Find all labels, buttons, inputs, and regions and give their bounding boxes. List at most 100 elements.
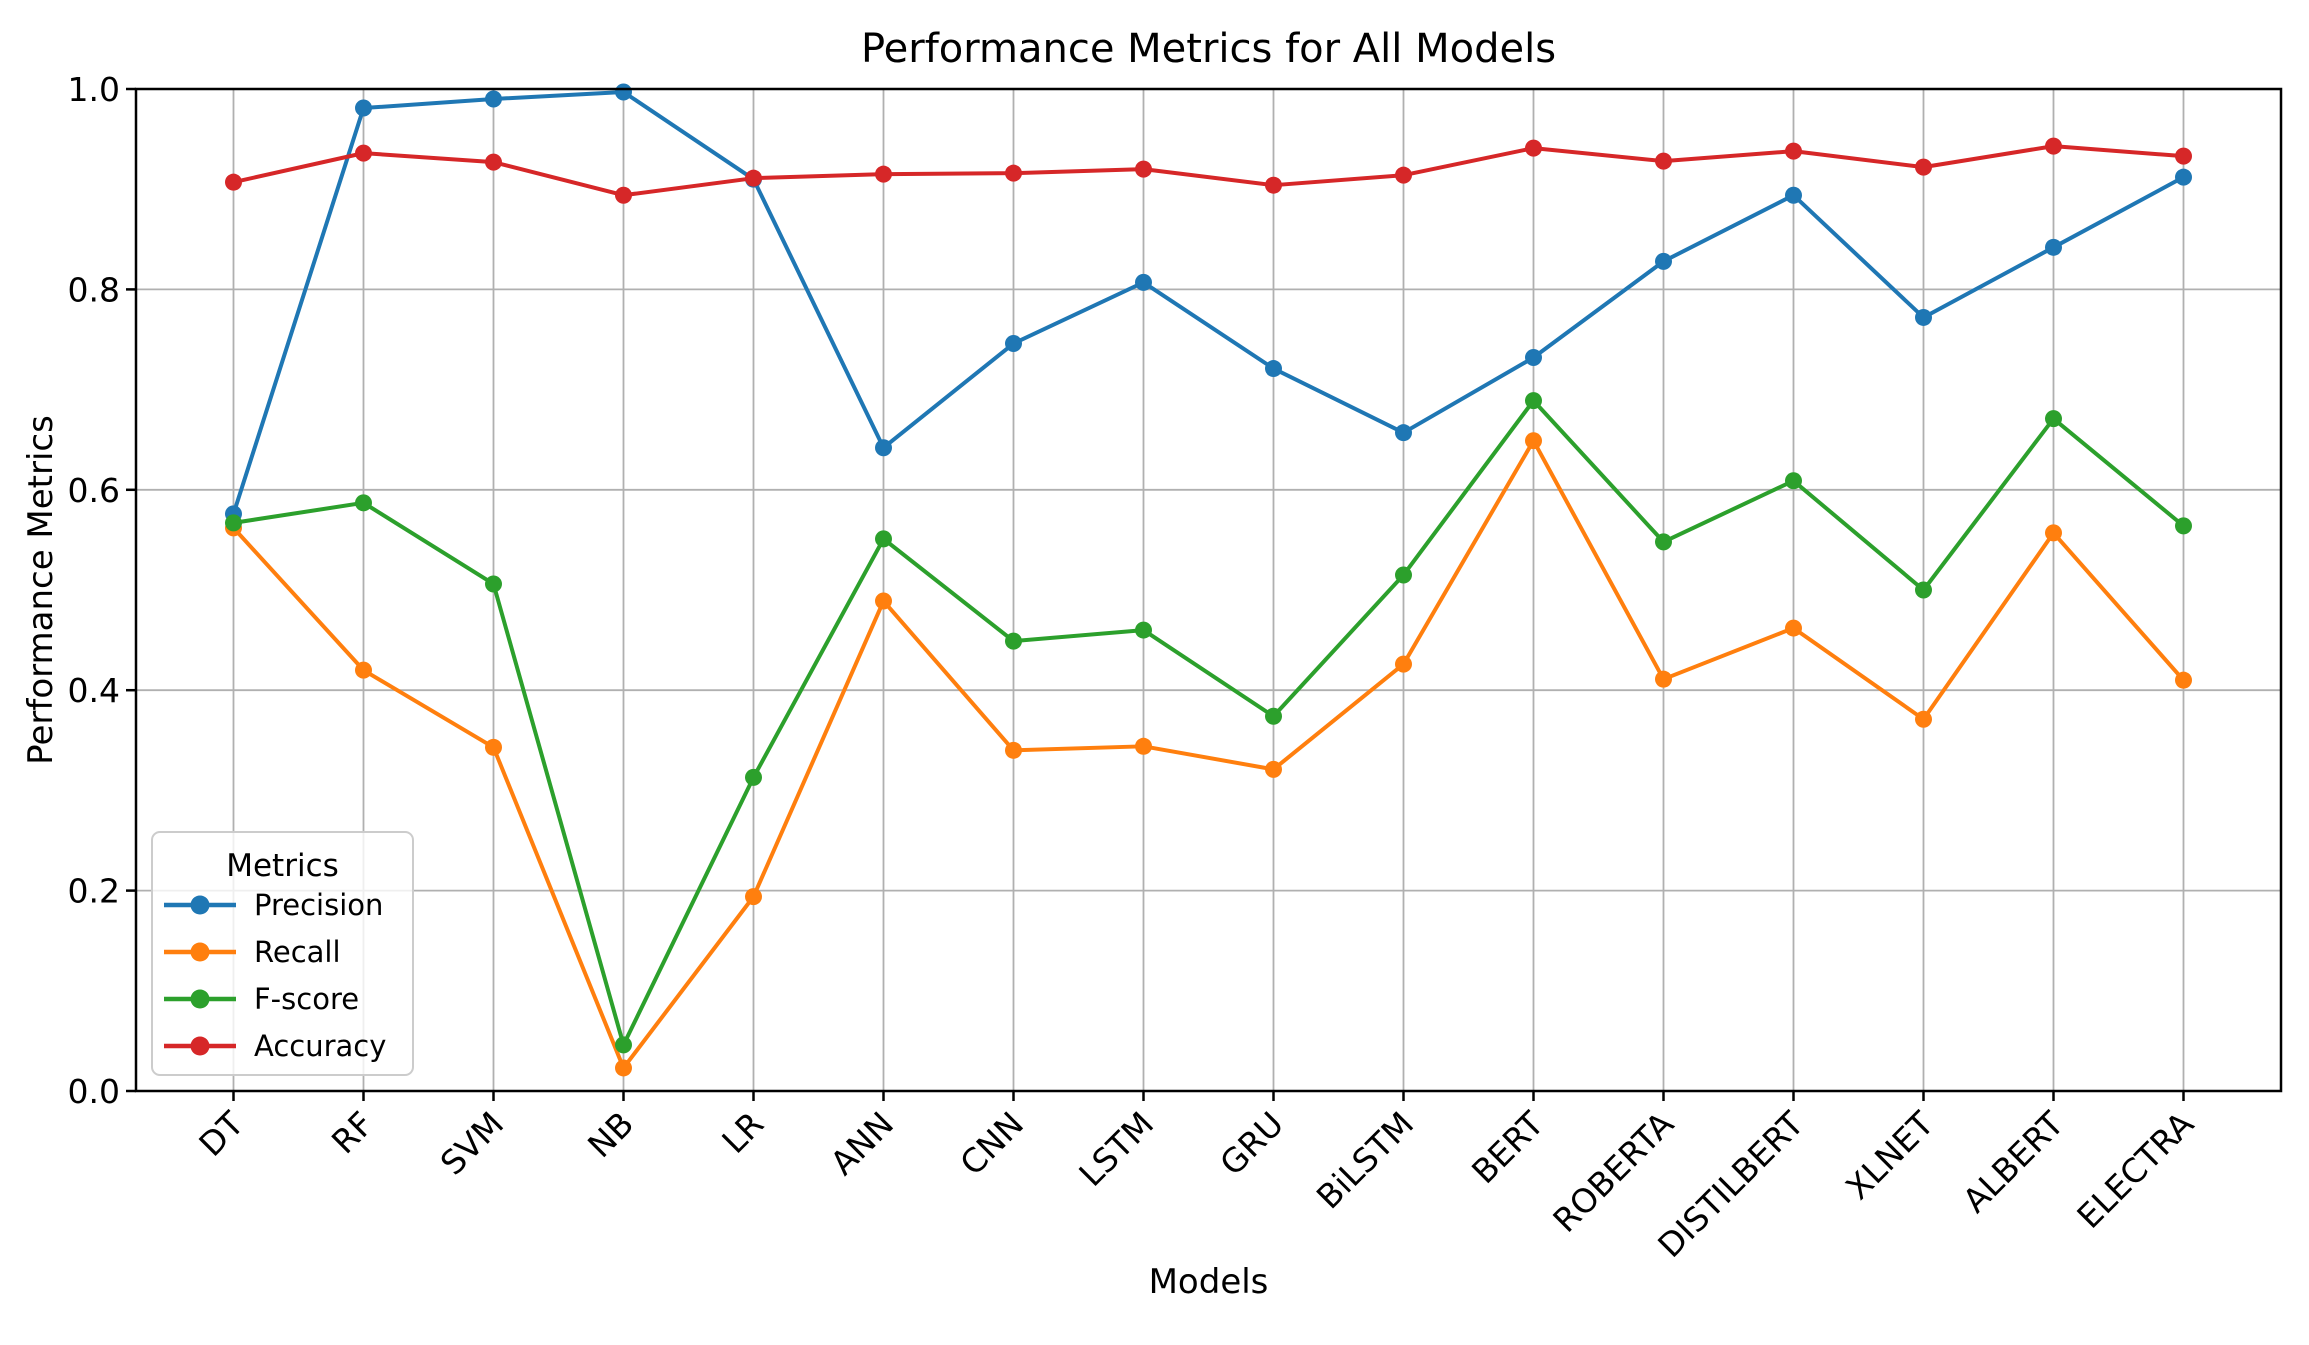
series-precision-point — [2175, 168, 2192, 186]
y-tick-label: 0.6 — [68, 471, 120, 510]
x-tick-label: BERT — [1464, 1103, 1552, 1191]
x-tick-label: BiLSTM — [1309, 1104, 1421, 1216]
series-accuracy-point — [355, 144, 372, 162]
series-accuracy-point — [2175, 147, 2192, 165]
series-precision-point — [1655, 252, 1672, 270]
series-recall-point — [2175, 671, 2192, 689]
series-recall-point — [1005, 741, 1022, 759]
legend-box — [151, 831, 414, 1076]
series-accuracy-point — [1265, 176, 1282, 194]
x-tick-label: GRU — [1212, 1104, 1291, 1183]
series-recall-point — [1395, 655, 1412, 673]
series-recall-point — [745, 888, 762, 906]
series-accuracy-point — [875, 165, 892, 183]
series-precision-point — [2045, 238, 2062, 256]
x-tick-label: LR — [714, 1104, 771, 1161]
legend: Precision Recall F-score Accuracy — [151, 831, 414, 1076]
series-f-score-line — [233, 398, 2185, 1047]
series-recall-line — [232, 438, 2185, 1070]
series-accuracy-point — [1785, 142, 1802, 160]
series-precision-point — [615, 83, 632, 101]
series-f-score-point — [225, 514, 242, 532]
series-recall-point — [875, 592, 892, 610]
x-tick-label: DT — [191, 1103, 251, 1163]
series-f-score-point — [2045, 410, 2062, 428]
grid-layer — [136, 88, 2281, 1092]
x-tick-label: LSTM — [1071, 1104, 1161, 1194]
x-tick-label: SVM — [433, 1104, 511, 1182]
series-accuracy-point — [1135, 160, 1152, 178]
series-f-score-point — [1525, 392, 1542, 410]
x-axis-label: Models — [1149, 1262, 1269, 1302]
series-recall-point — [1525, 432, 1542, 450]
legend-swatch-marker-f-score — [190, 989, 210, 1009]
y-tick-label: 0.0 — [68, 1072, 120, 1111]
series-recall-point — [1135, 737, 1152, 755]
series-recall-point — [1785, 619, 1802, 637]
tick-layer: DT RF SVM NB LR ANN CNN LSTM GRU BiLSTM BERTROBERT… — [68, 70, 2202, 1265]
series-precision-point — [875, 439, 892, 457]
series-recall-point — [485, 738, 502, 756]
series-f-score-point — [1915, 581, 1932, 599]
series-accuracy-point — [615, 186, 632, 204]
series-precision-line — [231, 90, 2185, 515]
legend-swatch-marker-recall — [190, 942, 210, 962]
series-precision-point — [1915, 308, 1932, 326]
legend-label-precision: Precision — [254, 888, 383, 922]
series-layer — [225, 83, 2192, 1077]
series-accuracy-point — [1655, 152, 1672, 170]
series-f-score-point — [745, 768, 762, 786]
series-accuracy-point — [485, 153, 502, 171]
y-tick-label: 0.4 — [68, 671, 120, 710]
series-f-score-point — [2175, 517, 2192, 535]
x-tick-label: XLNET — [1838, 1103, 1942, 1207]
series-f-score-point — [1135, 621, 1152, 639]
series-recall-point — [2045, 524, 2062, 542]
x-tick-label: ROBERTA — [1545, 1104, 1681, 1240]
series-accuracy-point — [1395, 166, 1412, 184]
series-accuracy-point — [1915, 158, 1932, 176]
legend-swatch-marker-precision — [190, 895, 210, 915]
series-f-score-point — [485, 575, 502, 593]
legend-label-recall: Recall — [254, 935, 341, 969]
x-tick-label: CNN — [952, 1104, 1031, 1183]
legend-label-accuracy: Accuracy — [254, 1029, 386, 1063]
x-tick-label: ALBERT — [1955, 1103, 2072, 1220]
series-recall-point — [615, 1059, 632, 1077]
x-tick-label: ANN — [823, 1104, 901, 1182]
series-recall-point — [355, 661, 372, 679]
series-f-score-point — [615, 1036, 632, 1054]
x-tick-label: NB — [580, 1104, 641, 1165]
y-tick-label: 0.8 — [68, 270, 120, 309]
legend-label-f-score: F-score — [254, 982, 359, 1016]
series-recall-point — [1265, 760, 1282, 778]
x-tick-label: ELECTRA — [2069, 1104, 2201, 1236]
series-precision-point — [1395, 424, 1412, 442]
y-tick-label: 0.2 — [68, 872, 120, 911]
y-axis-label: Performance Metrics — [21, 415, 61, 765]
series-f-score-point — [355, 494, 372, 512]
legend-title: Metrics — [226, 848, 339, 884]
x-tick-label: RF — [324, 1104, 381, 1161]
axes-spines — [134, 87, 2283, 1093]
series-precision-point — [1135, 273, 1152, 291]
series-recall-point — [1915, 710, 1932, 728]
series-f-score-point — [1005, 632, 1022, 650]
series-precision-point — [1525, 349, 1542, 367]
chart-title: Performance Metrics for All Models — [861, 26, 1556, 72]
series-f-score-point — [875, 530, 892, 548]
y-tick-label: 1.0 — [68, 70, 120, 109]
series-accuracy-point — [1525, 139, 1542, 157]
legend-swatch-marker-accuracy — [190, 1036, 210, 1056]
series-recall-point — [1655, 670, 1672, 688]
series-f-score-point — [1785, 472, 1802, 490]
series-accuracy-point — [745, 169, 762, 187]
series-precision-point — [1005, 335, 1022, 353]
series-precision-point — [355, 99, 372, 117]
series-accuracy-point — [225, 173, 242, 191]
series-accuracy-line — [233, 144, 2184, 198]
series-accuracy-point — [2045, 137, 2062, 155]
series-accuracy-point — [1005, 164, 1022, 182]
